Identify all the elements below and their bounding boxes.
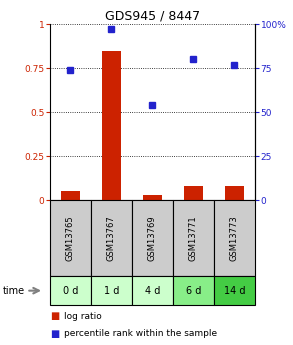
- Bar: [143, 195, 162, 200]
- Text: 0 d: 0 d: [63, 286, 78, 296]
- Bar: [214, 200, 255, 276]
- Text: GSM13769: GSM13769: [148, 215, 157, 261]
- Text: time: time: [3, 286, 25, 296]
- Text: GSM13767: GSM13767: [107, 215, 116, 261]
- Bar: [132, 200, 173, 276]
- Bar: [50, 200, 91, 276]
- Bar: [225, 186, 244, 200]
- Text: ■: ■: [50, 329, 59, 339]
- Text: 6 d: 6 d: [186, 286, 201, 296]
- Bar: [173, 200, 214, 276]
- Title: GDS945 / 8447: GDS945 / 8447: [105, 10, 200, 23]
- Text: percentile rank within the sample: percentile rank within the sample: [64, 329, 218, 338]
- Bar: [61, 191, 80, 200]
- Bar: [173, 276, 214, 305]
- Bar: [50, 276, 91, 305]
- Text: 4 d: 4 d: [145, 286, 160, 296]
- Bar: [132, 276, 173, 305]
- Text: ■: ■: [50, 312, 59, 322]
- Bar: [91, 276, 132, 305]
- Bar: [184, 186, 203, 200]
- Text: 1 d: 1 d: [104, 286, 119, 296]
- Bar: [102, 51, 121, 200]
- Text: log ratio: log ratio: [64, 312, 102, 321]
- Text: GSM13771: GSM13771: [189, 215, 198, 261]
- Text: GSM13773: GSM13773: [230, 215, 239, 261]
- Bar: [91, 200, 132, 276]
- Bar: [214, 276, 255, 305]
- Text: GSM13765: GSM13765: [66, 215, 75, 261]
- Text: 14 d: 14 d: [224, 286, 245, 296]
